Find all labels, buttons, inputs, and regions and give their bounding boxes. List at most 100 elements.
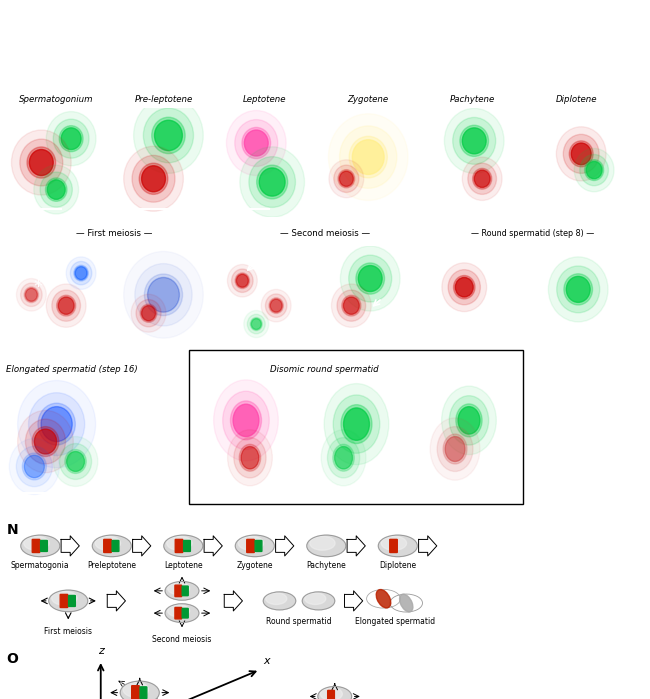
Circle shape [252, 319, 261, 329]
Circle shape [67, 452, 85, 471]
Circle shape [569, 141, 593, 167]
Text: Diplotene: Diplotene [379, 561, 417, 570]
Circle shape [40, 172, 72, 207]
FancyBboxPatch shape [247, 540, 254, 552]
Circle shape [259, 168, 285, 196]
Circle shape [16, 446, 53, 487]
Text: M: M [424, 383, 434, 393]
Circle shape [378, 535, 417, 556]
Circle shape [449, 396, 489, 445]
Circle shape [20, 139, 63, 186]
Circle shape [231, 401, 261, 440]
Circle shape [60, 444, 92, 480]
Circle shape [223, 391, 269, 449]
Circle shape [151, 117, 185, 154]
Text: z: z [98, 647, 104, 656]
Circle shape [321, 430, 366, 486]
Text: Round spermatid: Round spermatid [266, 617, 332, 626]
Circle shape [231, 269, 253, 292]
Circle shape [309, 536, 335, 550]
Circle shape [329, 160, 364, 198]
FancyBboxPatch shape [112, 540, 119, 552]
Circle shape [132, 155, 175, 202]
Text: J: J [12, 383, 16, 393]
Text: G-a: G-a [12, 252, 30, 261]
Circle shape [574, 148, 614, 192]
Circle shape [341, 246, 400, 311]
FancyBboxPatch shape [328, 691, 334, 699]
Circle shape [32, 426, 59, 456]
Circle shape [358, 266, 382, 291]
Circle shape [342, 295, 361, 316]
Circle shape [46, 284, 86, 327]
Text: Preleptotene: Preleptotene [87, 561, 136, 570]
Text: Pre-leptotene: Pre-leptotene [135, 95, 192, 104]
Circle shape [443, 434, 467, 464]
Circle shape [586, 161, 602, 179]
Circle shape [168, 582, 190, 595]
Text: — Round spermatid (step 8) —: — Round spermatid (step 8) — [471, 229, 595, 238]
Circle shape [235, 273, 250, 289]
Circle shape [66, 257, 96, 289]
Circle shape [166, 536, 192, 550]
Circle shape [244, 310, 268, 338]
Circle shape [134, 98, 203, 173]
Circle shape [442, 263, 487, 312]
Circle shape [136, 300, 161, 327]
Circle shape [247, 315, 265, 334]
Circle shape [214, 380, 278, 461]
Circle shape [18, 410, 73, 473]
Circle shape [441, 386, 497, 454]
Polygon shape [276, 536, 294, 556]
Circle shape [343, 297, 359, 315]
Circle shape [47, 180, 65, 199]
Text: I-b: I-b [532, 252, 546, 261]
Text: B: B [119, 114, 126, 124]
Circle shape [462, 157, 502, 201]
Circle shape [549, 257, 608, 322]
Circle shape [324, 384, 389, 465]
Text: Pachytene: Pachytene [306, 561, 346, 570]
Circle shape [263, 592, 296, 610]
Circle shape [333, 445, 354, 471]
Circle shape [468, 163, 497, 194]
Text: F: F [532, 114, 538, 124]
Polygon shape [419, 536, 437, 556]
Circle shape [240, 147, 304, 217]
Circle shape [21, 535, 60, 556]
Circle shape [27, 147, 56, 178]
Text: H-a: H-a [220, 252, 238, 261]
Circle shape [124, 146, 183, 211]
Circle shape [227, 430, 272, 486]
Circle shape [165, 582, 199, 600]
Circle shape [12, 130, 71, 195]
Text: K: K [203, 383, 211, 393]
Circle shape [352, 140, 384, 175]
Circle shape [46, 112, 96, 166]
Circle shape [164, 535, 203, 556]
Circle shape [53, 119, 89, 158]
Circle shape [95, 536, 120, 550]
Circle shape [74, 266, 88, 281]
Polygon shape [224, 591, 242, 611]
Circle shape [29, 150, 53, 175]
Circle shape [140, 304, 157, 322]
Circle shape [22, 453, 46, 480]
FancyBboxPatch shape [32, 540, 40, 552]
Circle shape [135, 264, 192, 326]
FancyBboxPatch shape [176, 540, 183, 552]
Circle shape [448, 270, 480, 305]
Circle shape [265, 294, 287, 317]
Circle shape [320, 688, 343, 699]
Circle shape [124, 682, 148, 697]
Circle shape [474, 170, 490, 187]
Circle shape [168, 605, 190, 617]
FancyBboxPatch shape [40, 540, 47, 552]
Circle shape [58, 297, 74, 315]
Circle shape [131, 294, 166, 332]
Circle shape [332, 284, 371, 327]
Circle shape [49, 590, 88, 612]
Circle shape [337, 290, 366, 322]
FancyBboxPatch shape [182, 586, 188, 596]
Text: Disomic round spermatid: Disomic round spermatid [270, 365, 378, 374]
